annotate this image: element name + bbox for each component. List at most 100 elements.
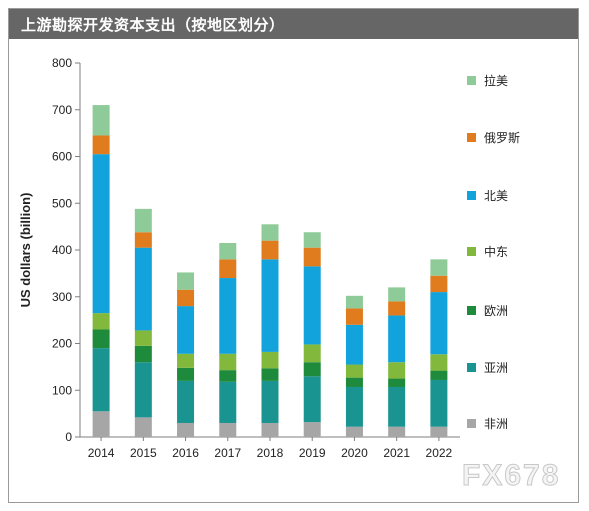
bar-segment: [388, 386, 406, 427]
bar-segment: [219, 259, 237, 279]
bar-segment: [303, 362, 321, 377]
x-tick-label: 2017: [214, 446, 241, 460]
legend-label: 拉美: [484, 73, 508, 88]
bar-segment: [219, 370, 237, 382]
bar-segment: [261, 380, 279, 423]
bar-segment: [388, 378, 406, 387]
legend-swatch: [467, 419, 476, 428]
y-tick-label: 0: [65, 430, 72, 444]
x-tick-label: 2020: [341, 446, 368, 460]
legend-label: 欧洲: [484, 304, 508, 318]
bar-segment: [303, 344, 321, 363]
bar-segment: [345, 308, 363, 325]
legend-label: 非洲: [484, 417, 508, 431]
y-tick-label: 800: [52, 56, 72, 70]
x-tick-label: 2019: [299, 446, 326, 460]
x-tick-label: 2022: [426, 446, 453, 460]
bar-segment: [219, 422, 237, 437]
y-tick-label: 500: [52, 196, 72, 210]
bar-segment: [92, 411, 110, 437]
y-tick-label: 300: [52, 290, 72, 304]
legend-label: 中东: [484, 244, 508, 259]
bar-segment: [261, 368, 279, 381]
bar-segment: [219, 242, 237, 260]
bar-segment: [388, 426, 406, 437]
legend-swatch: [467, 76, 476, 85]
title-bar: 上游勘探开发资本支出（按地区划分）: [9, 9, 578, 39]
y-tick-label: 700: [52, 103, 72, 117]
bar-segment: [134, 362, 152, 418]
bar-segment: [177, 422, 195, 437]
bar-segment: [177, 380, 195, 423]
legend-swatch: [467, 363, 476, 372]
bar-segment: [345, 364, 363, 378]
bar-segment: [430, 354, 448, 371]
bar-segment: [134, 417, 152, 437]
bar-segment: [92, 105, 110, 136]
legend-swatch: [467, 191, 476, 200]
chart-title: 上游勘探开发资本支出（按地区划分）: [21, 16, 285, 34]
bar-segment: [134, 330, 152, 346]
y-tick-label: 100: [52, 383, 72, 397]
bar-segment: [92, 313, 110, 330]
bar-segment: [430, 379, 448, 427]
legend-swatch: [467, 306, 476, 315]
bar-segment: [261, 351, 279, 369]
bar-segment: [303, 266, 321, 345]
y-tick-label: 600: [52, 150, 72, 164]
bar-segment: [388, 301, 406, 316]
bar-segment: [345, 377, 363, 387]
legend-swatch: [467, 247, 476, 256]
x-tick-label: 2015: [130, 446, 157, 460]
bar-segment: [303, 422, 321, 437]
legend-label: 北美: [484, 189, 508, 203]
bar-segment: [177, 306, 195, 354]
bar-segment: [430, 259, 448, 276]
watermark-text: FX678: [461, 459, 561, 493]
y-axis-label: US dollars (billion): [18, 193, 33, 308]
bar-segment: [303, 247, 321, 267]
bar-segment: [219, 353, 237, 371]
bar-segment: [430, 426, 448, 437]
legend-label: 俄罗斯: [484, 131, 520, 145]
bar-segment: [177, 272, 195, 290]
x-tick-label: 2016: [172, 446, 199, 460]
bar-segment: [92, 135, 110, 155]
bar-segment: [261, 224, 279, 241]
bar-segment: [388, 315, 406, 363]
bar-segment: [430, 275, 448, 293]
bar-segment: [177, 289, 195, 307]
bar-segment: [388, 362, 406, 379]
bar-segment: [261, 259, 279, 352]
bar-segment: [134, 247, 152, 331]
bar-segment: [177, 367, 195, 381]
bar-segment: [92, 348, 110, 412]
bar-segment: [261, 240, 279, 260]
bar-segment: [134, 232, 152, 248]
bar-segment: [430, 292, 448, 355]
x-tick-label: 2014: [88, 446, 115, 460]
x-tick-label: 2021: [383, 446, 410, 460]
bar-segment: [134, 208, 152, 233]
bar-segment: [430, 370, 448, 380]
bar-segment: [134, 345, 152, 363]
bar-segment: [219, 381, 237, 423]
bar-segment: [345, 324, 363, 365]
bar-segment: [261, 422, 279, 437]
bar-segment: [303, 232, 321, 248]
bar-segment: [303, 376, 321, 423]
bar-segment: [92, 329, 110, 349]
bar-segment: [345, 295, 363, 309]
y-tick-label: 400: [52, 243, 72, 257]
legend-swatch: [467, 133, 476, 142]
legend-label: 亚洲: [484, 361, 508, 375]
bar-segment: [92, 154, 110, 314]
bar-segment: [219, 278, 237, 354]
bar-segment: [345, 426, 363, 437]
bar-segment: [177, 353, 195, 368]
bar-segment: [345, 386, 363, 427]
bar-segment: [388, 287, 406, 302]
y-tick-label: 200: [52, 337, 72, 351]
x-tick-label: 2018: [257, 446, 284, 460]
